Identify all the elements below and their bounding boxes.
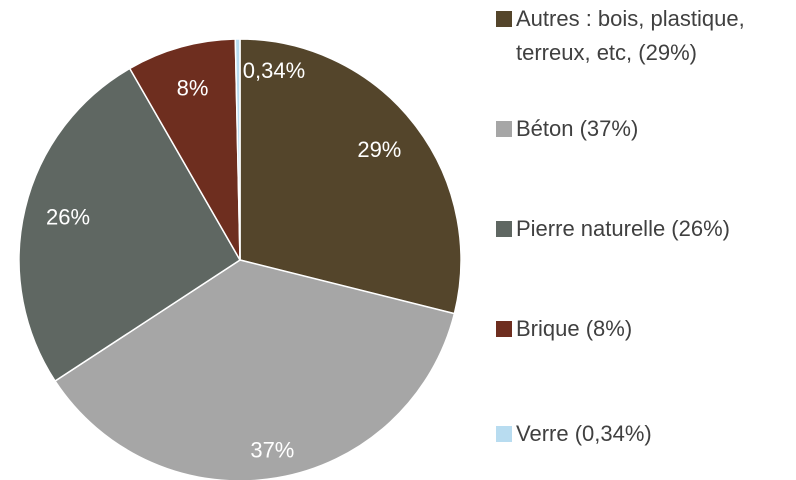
data-label: 37% [250,438,294,463]
legend-swatch [496,426,512,442]
pie-slice [234,38,241,261]
legend-label: Béton (37%) [516,116,639,141]
pie-slice [54,259,456,480]
legend-swatch [496,11,512,27]
legend-swatch [496,321,512,337]
data-label: 26% [46,205,90,230]
data-label: 29% [357,137,401,162]
legend-item: Pierre naturelle (26%) [496,212,792,246]
legend-swatch [496,121,512,137]
legend-label: Brique (8%) [516,316,633,341]
data-label: 8% [177,76,209,101]
pie-slice [128,38,241,261]
pie-slice [18,67,242,383]
data-label: 0,34% [243,58,305,83]
legend-label: Verre (0,34%) [516,421,652,446]
legend-item: Béton (37%) [496,112,792,146]
legend-label: Autres : bois, plastique, terreux, etc, … [516,6,745,65]
legend-swatch [496,221,512,237]
pie-slice [239,38,462,315]
legend-item: Brique (8%) [496,312,792,346]
legend-item: Autres : bois, plastique, terreux, etc, … [496,2,792,70]
legend-label: Pierre naturelle (26%) [516,216,730,241]
legend-item: Verre (0,34%) [496,417,792,451]
